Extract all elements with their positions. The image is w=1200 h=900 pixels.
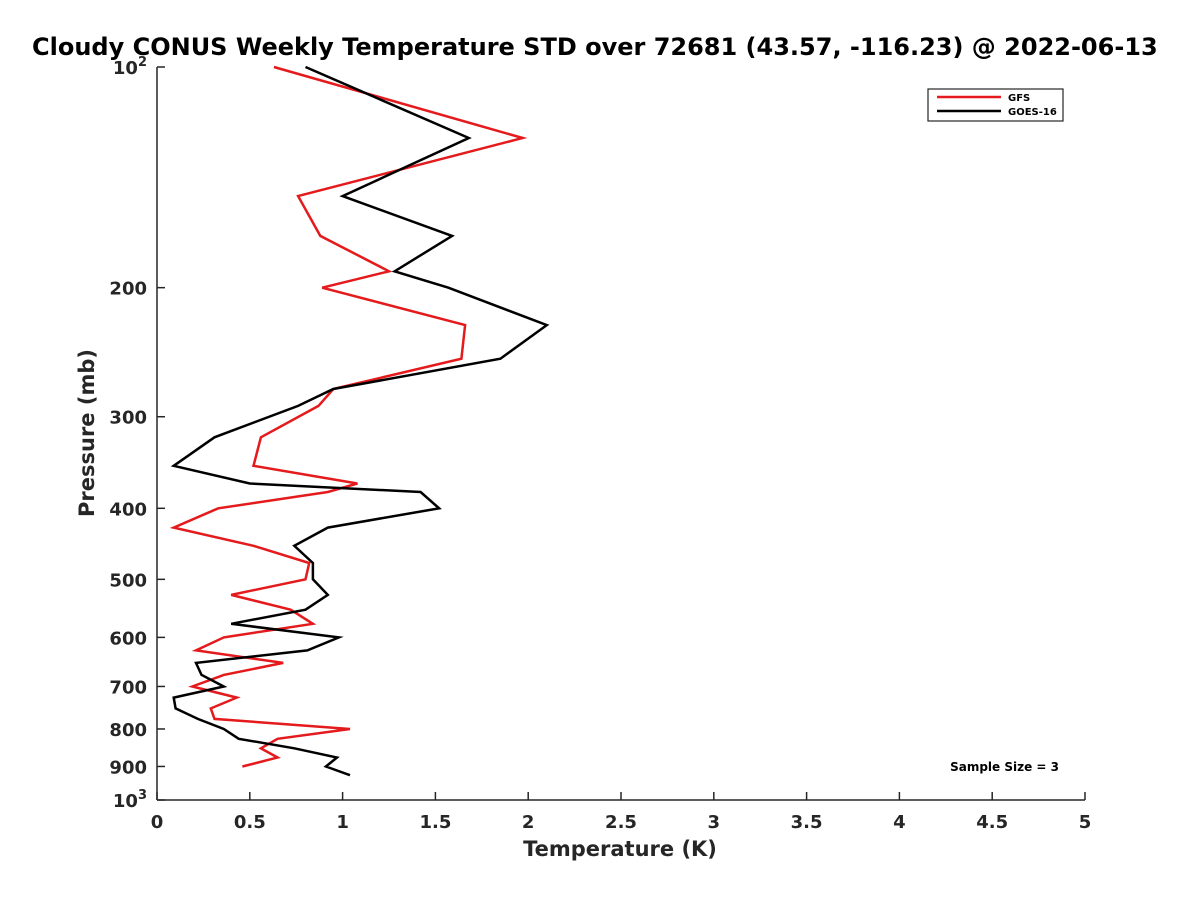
legend-box	[927, 88, 1064, 122]
x-tick-label: 3	[708, 812, 721, 833]
x-tick-label: 2	[522, 812, 535, 833]
y-axis-label: Pressure (mb)	[75, 349, 99, 517]
legend-label: GFS	[1008, 93, 1030, 104]
y-tick-label: 103	[113, 788, 147, 812]
y-tick-label: 500	[109, 570, 147, 591]
y-tick-label: 200	[109, 279, 147, 300]
plot-area: 0 0.5 1 1.5 2 2.5 3 3.5 4 4.5 5 102 200 300 400 500 600 7…	[109, 55, 1091, 833]
chart-title: Cloudy CONUS Weekly Temperature STD over…	[32, 33, 1158, 61]
legend-label: GOES-16	[1008, 107, 1057, 118]
x-tick-label: 1	[336, 812, 349, 833]
y-tick-label: 900	[109, 757, 147, 778]
x-tick-label: 4.5	[976, 812, 1008, 833]
legend: GFS GOES-16	[927, 88, 1064, 122]
x-tick-label: 2.5	[605, 812, 637, 833]
y-tick-label: 300	[109, 408, 147, 429]
series-line-goes-16	[170, 65, 550, 777]
x-axis-label: Temperature (K)	[523, 837, 717, 861]
y-tick-label: 102	[113, 55, 147, 79]
x-tick-label: 3.5	[791, 812, 823, 833]
x-tick-label: 0	[151, 812, 164, 833]
y-tick-label: 700	[109, 677, 147, 698]
x-tick-label: 1.5	[419, 812, 451, 833]
y-tick-label: 400	[109, 499, 147, 520]
series-line-gfs	[169, 65, 528, 768]
y-tick-label: 600	[109, 628, 147, 649]
sample-size-annotation: Sample Size = 3	[950, 760, 1059, 774]
x-tick-label: 5	[1079, 812, 1092, 833]
x-tick-label: 4	[893, 812, 906, 833]
x-tick-label: 0.5	[234, 812, 266, 833]
y-tick-label: 800	[109, 720, 147, 741]
